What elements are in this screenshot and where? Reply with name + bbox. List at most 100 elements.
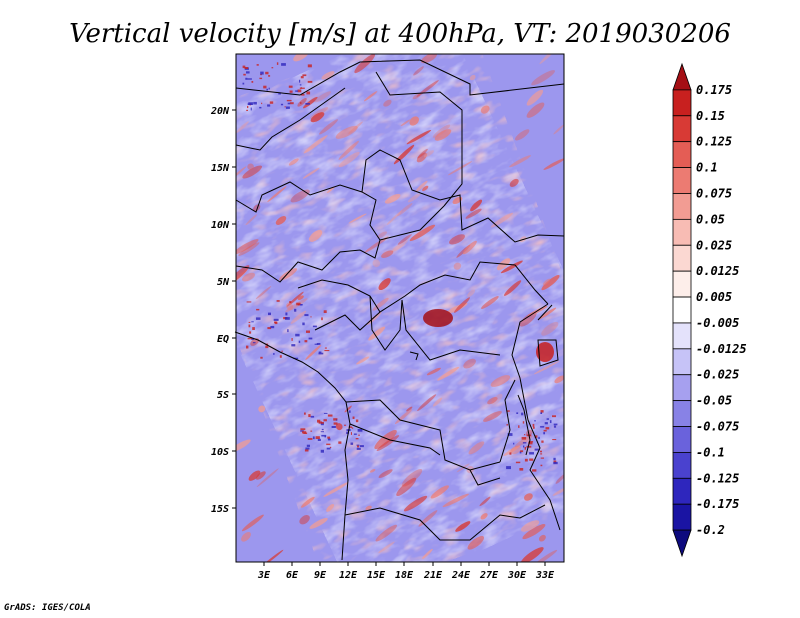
velocity-patch (421, 54, 437, 64)
velocity-patch (276, 62, 279, 65)
velocity-patch (248, 102, 253, 105)
velocity-patch (346, 431, 349, 434)
colorbar-label: -0.05 (696, 394, 732, 408)
velocity-patch (265, 345, 269, 349)
velocity-patch (304, 340, 308, 343)
velocity-patch (500, 260, 523, 274)
velocity-patch (310, 316, 312, 318)
velocity-patch (490, 375, 511, 387)
velocity-patch (407, 193, 421, 203)
velocity-patch (368, 326, 386, 341)
velocity-patch (434, 129, 452, 141)
velocity-patch (514, 435, 533, 448)
velocity-patch (326, 186, 336, 194)
colorbar-swatch (672, 503, 692, 531)
lat-label: 15N (211, 163, 230, 174)
velocity-patch (384, 193, 401, 204)
velocity-patch (241, 272, 256, 282)
velocity-patch (447, 161, 473, 176)
colorbar-swatch (672, 426, 692, 453)
velocity-patch (335, 125, 358, 139)
velocity-patch (544, 422, 548, 425)
velocity-patch (310, 112, 325, 123)
lon-label: 27E (479, 570, 499, 581)
velocity-patch (386, 210, 403, 225)
velocity-patch (308, 414, 311, 417)
velocity-patch (503, 445, 521, 457)
velocity-patch (319, 119, 338, 135)
colorbar-label: -0.075 (696, 420, 739, 434)
velocity-patch (250, 107, 252, 111)
velocity-patch (462, 240, 477, 255)
velocity-patch (409, 224, 436, 242)
colorbar-swatch (672, 167, 692, 194)
velocity-patch (252, 342, 256, 344)
velocity-patch (323, 310, 327, 313)
colorbar-label: 0.125 (696, 135, 732, 149)
velocity-patch (260, 71, 264, 75)
velocity-patch (308, 229, 323, 242)
lon-label: 24E (451, 570, 471, 581)
velocity-patch (338, 151, 360, 168)
velocity-patch (305, 344, 322, 360)
velocity-patch (303, 135, 328, 154)
velocity-patch (519, 311, 537, 327)
velocity-patch (519, 468, 524, 471)
velocity-patch (326, 443, 331, 446)
velocity-patch (553, 457, 556, 461)
velocity-patch (287, 102, 291, 105)
velocity-patch (549, 420, 552, 424)
velocity-patch (298, 340, 301, 343)
lat-label: 5S (217, 390, 229, 401)
colorbar-label: 0.15 (696, 109, 725, 123)
velocity-patch (378, 469, 393, 478)
velocity-patch (480, 513, 488, 520)
velocity-patch (309, 517, 328, 529)
velocity-patch (302, 96, 318, 109)
velocity-patch (540, 457, 544, 459)
velocity-patch (526, 102, 545, 118)
colorbar-swatch (672, 270, 692, 298)
velocity-patch (323, 482, 349, 497)
velocity-patch (253, 101, 257, 105)
velocity-patch (540, 464, 543, 467)
velocity-patch (320, 449, 324, 453)
velocity-patch (468, 441, 485, 455)
velocity-patch (522, 421, 525, 424)
grads-credit: GrADS: IGES/COLA (4, 603, 91, 613)
velocity-patch (279, 355, 282, 358)
velocity-patch (423, 150, 434, 158)
velocity-patch (273, 318, 279, 321)
velocity-patch (406, 129, 432, 145)
velocity-patch (308, 337, 313, 340)
velocity-patch (366, 311, 382, 325)
velocity-patch (374, 430, 397, 450)
velocity-patch (285, 312, 288, 316)
velocity-patch (531, 70, 556, 86)
velocity-patch (412, 93, 421, 100)
velocity-patch (521, 437, 527, 440)
velocity-patch (529, 458, 534, 461)
velocity-patch (321, 434, 327, 437)
velocity-patch (533, 360, 560, 375)
velocity-patch (242, 65, 246, 69)
velocity-patch (246, 71, 250, 74)
velocity-patch (246, 345, 249, 349)
velocity-patch (293, 357, 299, 359)
chart-title: Vertical velocity [m/s] at 400hPa, VT: 2… (69, 19, 731, 49)
velocity-patch (338, 441, 342, 444)
velocity-patch (244, 67, 249, 69)
colorbar-label: -0.025 (696, 368, 739, 382)
velocity-patch (271, 67, 274, 69)
velocity-patch (422, 548, 433, 559)
velocity-patch (306, 91, 311, 95)
velocity-patch (256, 317, 261, 320)
velocity-patch (331, 426, 336, 428)
velocity-patch (259, 77, 263, 80)
velocity-patch (326, 503, 335, 512)
velocity-patch (268, 312, 271, 316)
velocity-patch (432, 124, 451, 138)
velocity-patch (286, 302, 294, 311)
velocity-patch (415, 180, 428, 193)
